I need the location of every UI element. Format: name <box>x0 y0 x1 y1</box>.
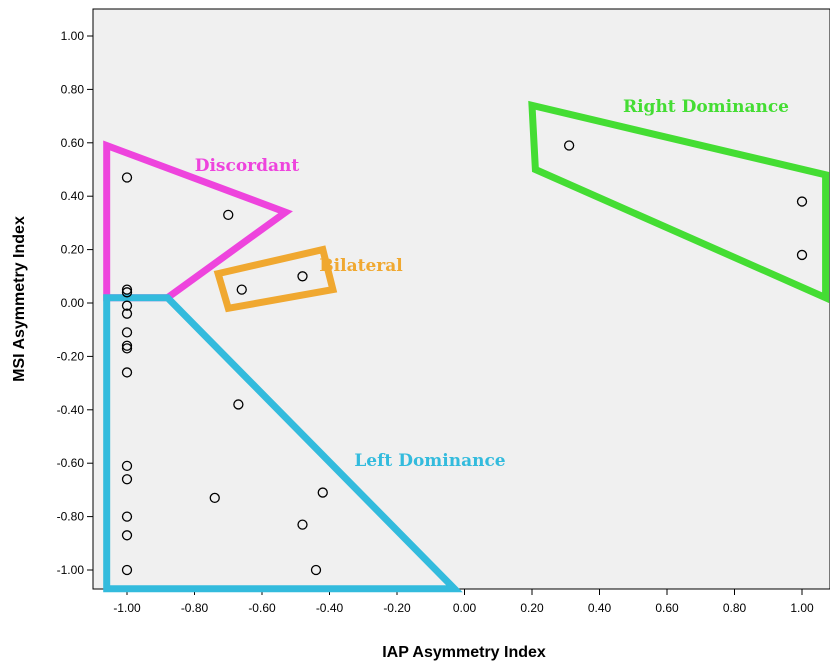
discordant-label: Discordant <box>195 156 300 176</box>
data-point <box>121 327 133 338</box>
x-tick-label: -0.20 <box>383 601 411 615</box>
data-point <box>297 271 308 282</box>
data-point <box>317 487 328 498</box>
y-axis-title: MSI Asymmetry Index <box>11 216 28 382</box>
data-point <box>209 492 220 504</box>
data-point <box>236 284 247 295</box>
y-tick-label: 0.40 <box>61 189 85 203</box>
region-outlines <box>103 100 830 593</box>
x-tick-label: -0.80 <box>181 601 209 615</box>
x-tick-label: 1.00 <box>790 601 814 615</box>
y-tick-label: 0.80 <box>61 82 85 96</box>
data-point <box>297 519 308 530</box>
x-tick-label: 0.60 <box>655 601 679 615</box>
x-axis-title: IAP Asymmetry Index <box>382 644 546 661</box>
data-point <box>121 284 133 295</box>
data-point <box>121 367 133 378</box>
y-axis: 1.00 0.80 0.60 0.40 0.20 0.00 -0.20 -0.40 -0.60 -… <box>57 29 93 577</box>
y-tick-label: -0.60 <box>57 456 85 470</box>
data-point <box>121 564 133 576</box>
x-tick-label: 0.80 <box>723 601 747 615</box>
data-point <box>121 343 133 354</box>
x-tick-label: -0.40 <box>316 601 344 615</box>
y-tick-label: 1.00 <box>61 29 85 43</box>
y-tick-label: -0.40 <box>57 403 85 417</box>
data-point <box>121 308 133 319</box>
data-point <box>121 530 133 541</box>
y-tick-label: 0.20 <box>61 243 85 257</box>
data-point <box>121 300 133 311</box>
x-tick-label: 0.00 <box>453 601 477 615</box>
x-tick-label: -0.60 <box>248 601 276 615</box>
x-tick-label: 0.20 <box>520 601 544 615</box>
left-dominance-label: Left Dominance <box>354 451 505 471</box>
data-point <box>121 172 133 183</box>
data-point <box>223 209 234 221</box>
plot-area <box>92 8 830 590</box>
bilateral-region <box>213 245 338 313</box>
y-tick-label: 0.60 <box>61 136 85 150</box>
data-point <box>796 249 808 261</box>
bilateral-label: Bilateral <box>319 256 403 276</box>
left-dominance-region <box>103 294 463 593</box>
data-point <box>121 287 133 298</box>
y-tick-label: -1.00 <box>57 563 85 577</box>
data-point <box>796 196 808 207</box>
data-points <box>121 140 808 576</box>
y-tick-label: -0.80 <box>57 510 85 524</box>
y-tick-label: -0.20 <box>57 349 85 363</box>
x-tick-label: 0.40 <box>588 601 612 615</box>
x-axis: -1.00 -0.80 -0.60 -0.40 -0.20 0.00 0.20 0.40 0.6… <box>113 589 814 615</box>
data-point <box>121 460 133 472</box>
data-point <box>563 140 575 151</box>
data-point <box>121 474 133 485</box>
y-tick-label: 0.00 <box>61 296 85 310</box>
data-point <box>121 340 133 351</box>
right-dominance-label: Right Dominance <box>623 97 789 117</box>
data-point <box>310 564 322 576</box>
x-tick-label: -1.00 <box>113 601 141 615</box>
data-point <box>121 511 133 522</box>
region-labels: Discordant Bilateral Left Dominance Right D… <box>195 97 789 471</box>
data-point <box>233 399 244 410</box>
right-dominance-region <box>528 100 830 304</box>
